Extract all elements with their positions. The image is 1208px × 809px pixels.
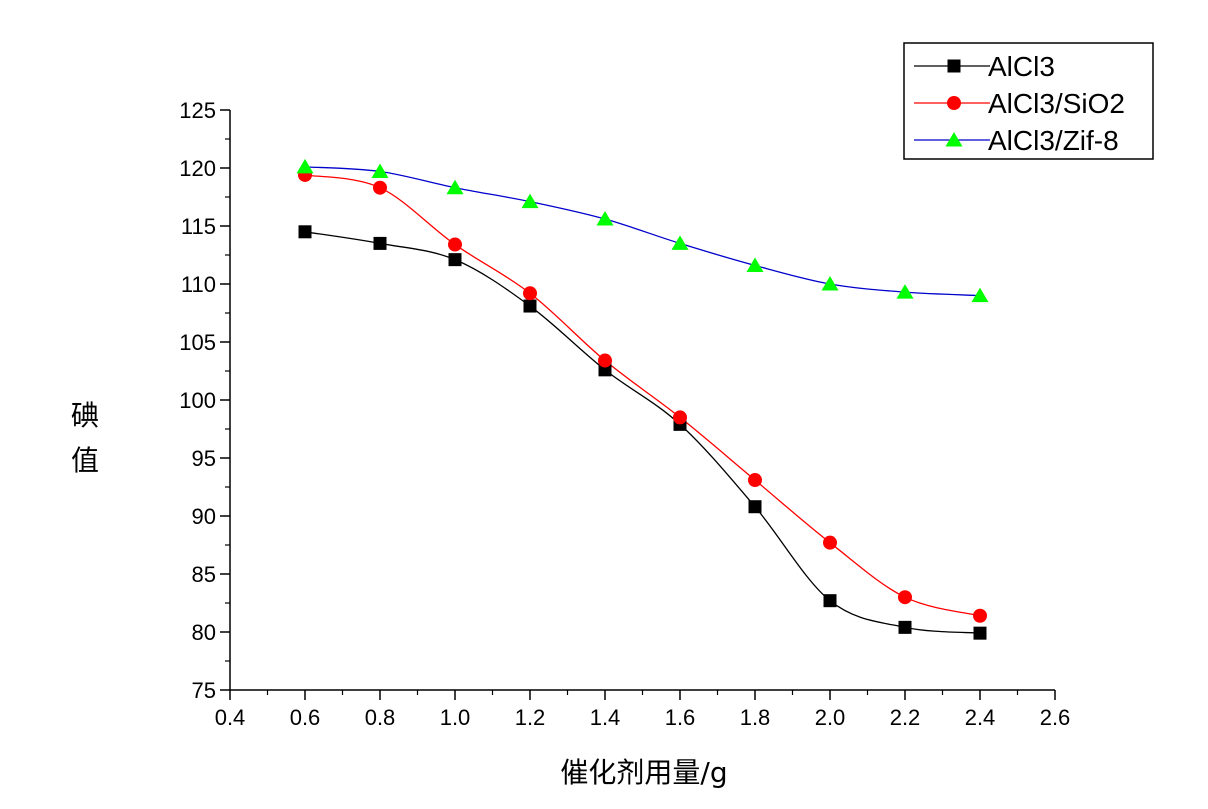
data-point	[671, 235, 689, 250]
series-line	[304, 174, 981, 617]
data-point	[673, 410, 687, 425]
data-point	[371, 163, 389, 178]
x-tick-label: 1.8	[740, 705, 771, 730]
x-tick-label: 1.0	[440, 705, 471, 730]
series-line	[304, 231, 981, 634]
x-tick-label: 0.4	[215, 705, 246, 730]
x-tick-label: 2.4	[965, 705, 996, 730]
series-markers	[296, 158, 989, 640]
y-tick-label: 110	[181, 272, 216, 297]
y-tick-label: 100	[179, 388, 216, 413]
y-tick-label: 80	[192, 620, 216, 645]
y-tick-label: 75	[192, 678, 216, 703]
y-tick-label: 105	[179, 330, 216, 355]
data-point	[898, 590, 912, 605]
data-point	[821, 276, 839, 291]
data-point	[523, 299, 537, 313]
legend-marker	[947, 59, 961, 73]
y-tick-label: 95	[192, 446, 216, 471]
series-lines	[304, 166, 981, 634]
y-axis-title-char-1: 碘	[71, 399, 99, 432]
data-point	[823, 594, 837, 608]
data-point	[823, 535, 837, 550]
data-point	[296, 158, 314, 174]
legend-label: AlCl3/SiO2	[988, 88, 1125, 119]
x-tick-label: 1.4	[590, 705, 621, 730]
x-tick-label: 0.8	[365, 705, 396, 730]
data-point	[596, 211, 614, 226]
data-point	[448, 237, 462, 252]
legend-marker	[945, 132, 963, 147]
legend: AlCl3 AlCl3/SiO2 AlCl3/Zif-8	[903, 42, 1154, 160]
x-tick-label: 1.6	[665, 705, 696, 730]
y-tick-label: 115	[181, 214, 216, 239]
x-tick-label: 2.6	[1040, 705, 1071, 730]
data-point	[748, 473, 762, 488]
data-point	[746, 257, 764, 272]
data-point	[448, 253, 462, 267]
data-point	[298, 225, 312, 239]
data-point	[446, 179, 464, 195]
x-tick-label: 2.2	[890, 705, 921, 730]
legend-marker	[947, 96, 961, 110]
y-tick-label: 120	[179, 156, 216, 181]
data-point	[598, 353, 612, 368]
ticks: 0.4 0.6 0.8 1.0 1.2 1.4 1.6 1.8 2.0 2.2 2.4 2.6 75 80…	[179, 98, 1070, 730]
x-tick-label: 1.2	[515, 705, 546, 730]
data-point	[748, 500, 762, 514]
y-tick-label: 125	[179, 98, 216, 123]
data-point	[373, 236, 387, 250]
series-line	[304, 166, 981, 297]
legend-label: AlCl3/Zif-8	[988, 125, 1119, 156]
y-axis-title-char-2: 值	[71, 444, 99, 477]
y-tick-label: 90	[192, 504, 216, 529]
data-point	[896, 284, 914, 299]
y-tick-label: 85	[192, 562, 216, 587]
axes	[229, 110, 1055, 691]
legend-label: AlCl3	[988, 51, 1055, 82]
x-axis-title: 催化剂用量/g	[560, 756, 727, 789]
data-point	[973, 608, 987, 623]
data-point	[523, 286, 537, 301]
data-point	[973, 626, 987, 640]
data-point	[521, 193, 539, 209]
x-tick-label: 0.6	[290, 705, 321, 730]
data-point	[971, 287, 989, 303]
data-point	[898, 620, 912, 634]
data-point	[373, 180, 387, 195]
x-tick-label: 2.0	[815, 705, 846, 730]
